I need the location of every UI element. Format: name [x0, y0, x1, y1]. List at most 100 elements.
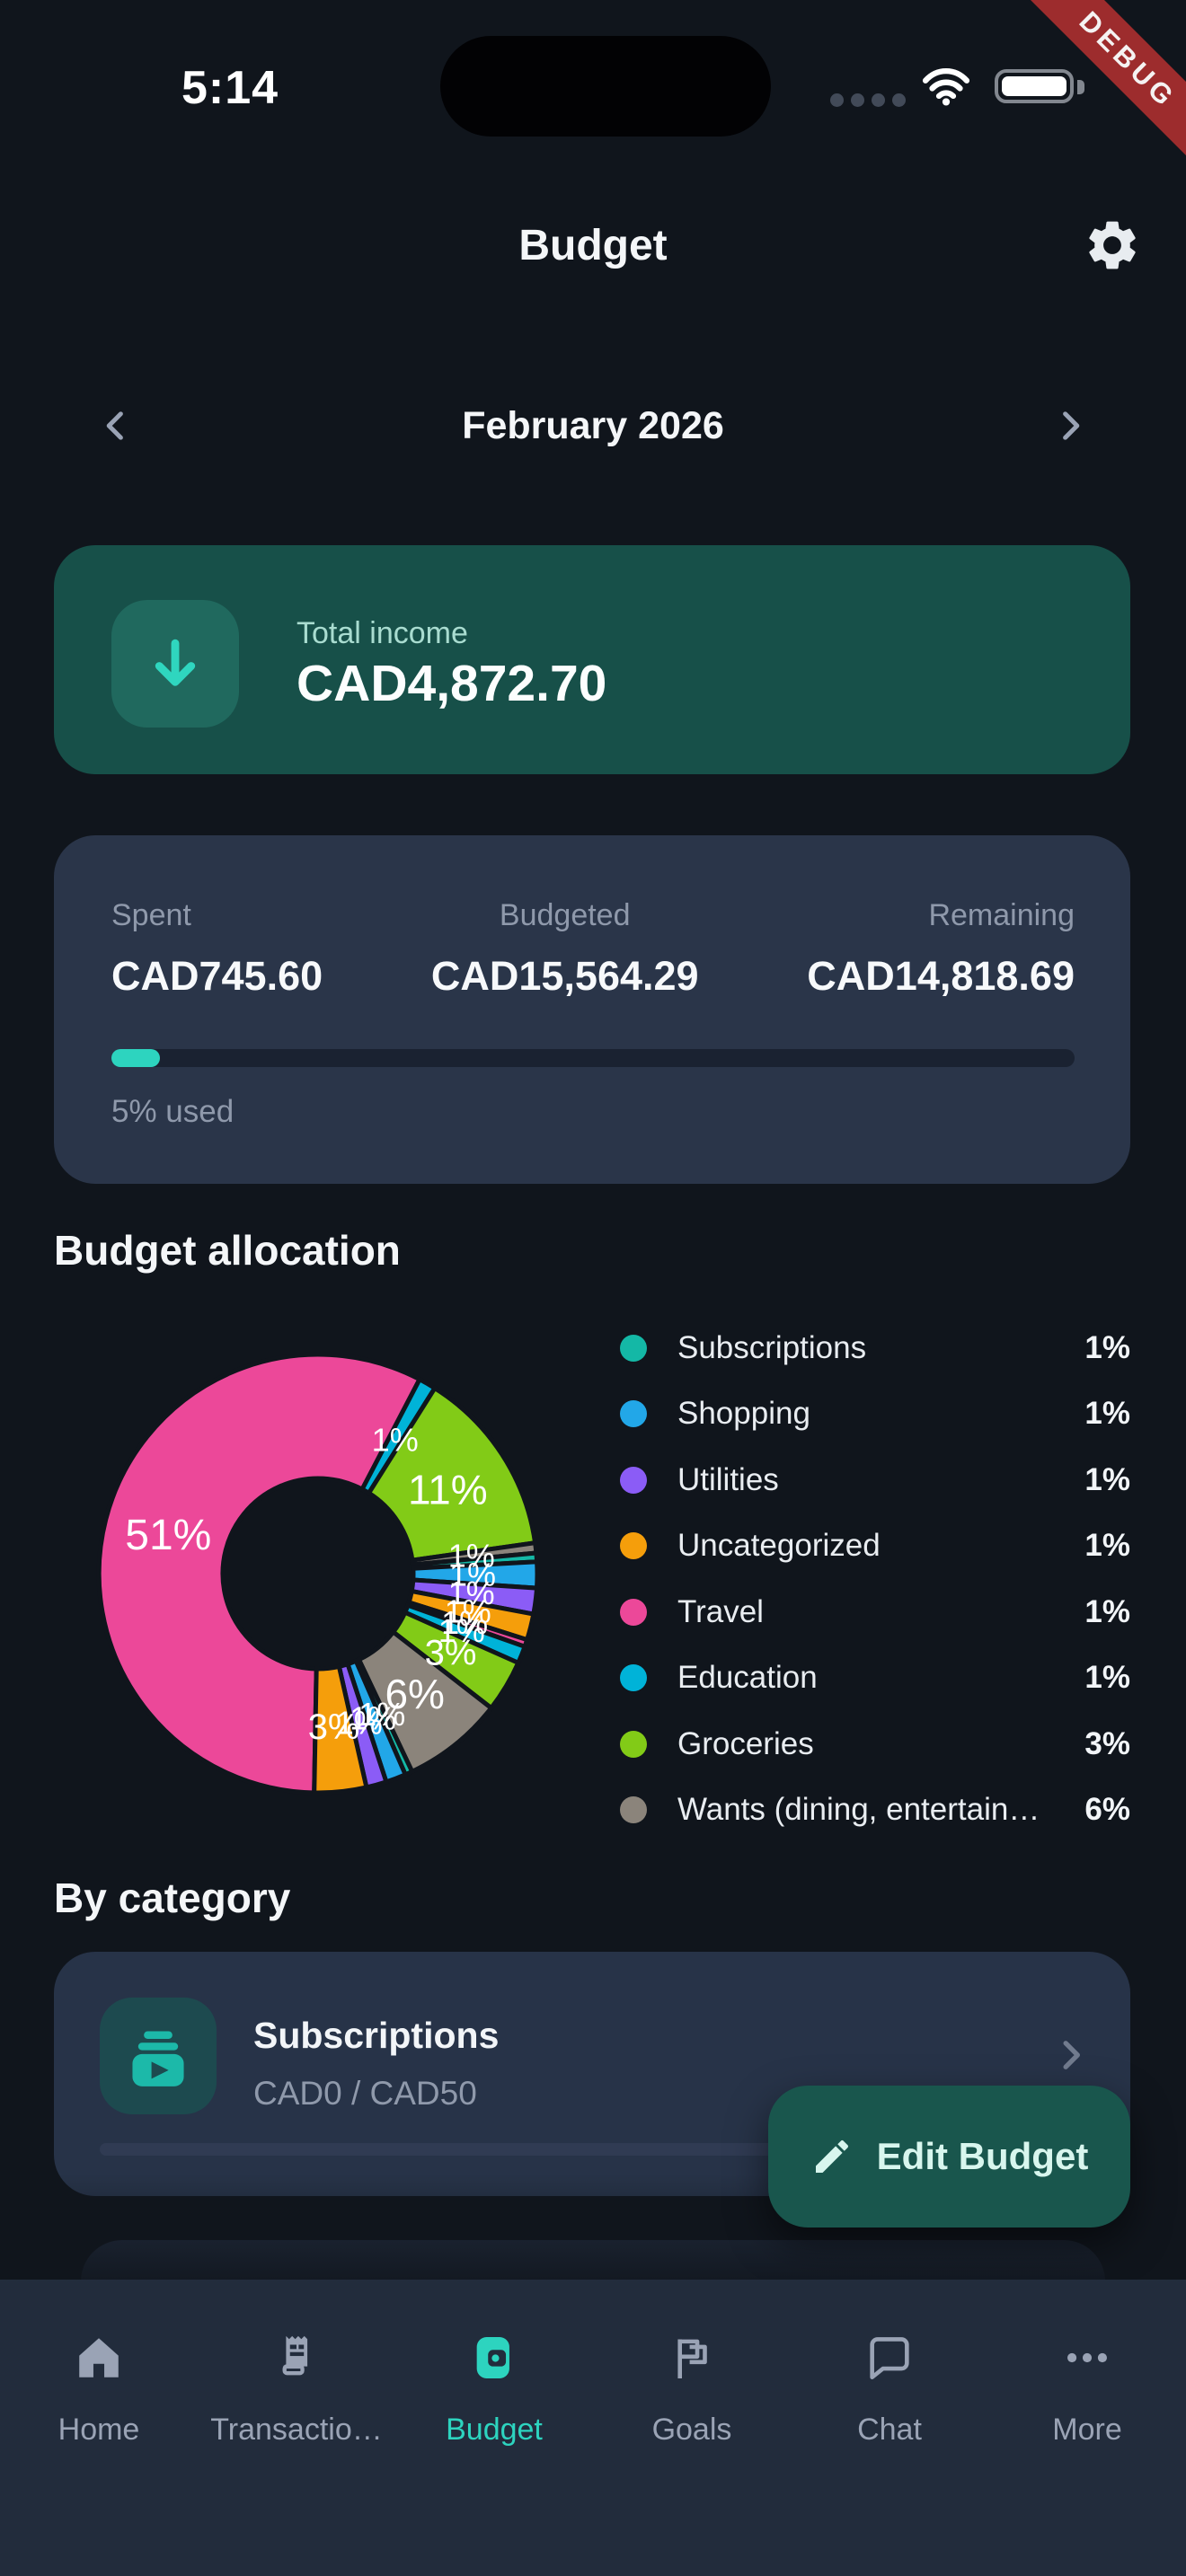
nav-label: Home [58, 2413, 140, 2447]
category-amounts: CAD0 / CAD50 [253, 2075, 477, 2112]
flag-icon [664, 2330, 720, 2386]
legend-dot [620, 1664, 647, 1692]
legend-percent: 1% [1084, 1528, 1130, 1564]
cellular-signal-dots [830, 93, 844, 107]
chevron-right-icon[interactable] [1051, 2035, 1091, 2075]
legend-dot [620, 1730, 647, 1758]
legend-name: Travel [677, 1593, 764, 1629]
legend-name: Groceries [677, 1725, 814, 1761]
dynamic-island [440, 36, 771, 137]
remaining-column: Remaining CAD14,818.69 [807, 898, 1075, 1000]
percent-used-caption: 5% used [111, 1094, 235, 1129]
arrow-down-icon [111, 600, 239, 728]
legend-dot [620, 1598, 647, 1626]
nav-item-more[interactable]: More [988, 2280, 1186, 2576]
nav-label: Transactio… [210, 2413, 383, 2447]
legend-name: Education [677, 1660, 818, 1696]
income-value: CAD4,872.70 [296, 655, 607, 712]
legend-item: Wants (dining, entertain… 6% [620, 1778, 1130, 1844]
nav-item-home[interactable]: Home [0, 2280, 198, 2576]
svg-text:1%: 1% [372, 1421, 419, 1458]
svg-text:1%: 1% [336, 1704, 383, 1741]
month-label: February 2026 [462, 404, 724, 447]
svg-text:3%: 3% [308, 1707, 360, 1747]
legend-percent: 1% [1084, 1329, 1130, 1365]
svg-text:1%: 1% [441, 1604, 488, 1641]
legend-dot [620, 1796, 647, 1824]
cellular-signal-dots [872, 93, 885, 107]
remaining-value: CAD14,818.69 [807, 953, 1075, 999]
legend-item: Travel 1% [620, 1579, 1130, 1645]
nav-item-chat[interactable]: Chat [791, 2280, 988, 2576]
next-month-button[interactable] [1049, 406, 1089, 446]
page-title: Budget [518, 222, 668, 269]
spent-label: Spent [111, 898, 191, 932]
budgeted-column: Budgeted CAD15,564.29 [431, 898, 699, 1000]
prev-month-button[interactable] [97, 406, 137, 446]
category-name: Subscriptions [253, 2015, 500, 2056]
legend-item: Utilities 1% [620, 1447, 1130, 1513]
legend-dot [620, 1466, 647, 1494]
chat-icon [862, 2330, 917, 2386]
cellular-signal-dots [892, 93, 906, 107]
nav-label: More [1052, 2413, 1122, 2447]
battery-icon [995, 69, 1074, 103]
cellular-signal-dots [851, 93, 864, 107]
svg-text:11%: 11% [408, 1466, 488, 1513]
nav-item-goals[interactable]: Goals [593, 2280, 791, 2576]
legend-item: Groceries 3% [620, 1711, 1130, 1778]
legend-name: Utilities [677, 1461, 779, 1497]
battery-nub [1077, 80, 1084, 94]
legend-dot [620, 1532, 647, 1560]
spent-value: CAD745.60 [111, 953, 323, 999]
svg-text:3%: 3% [425, 1633, 477, 1672]
receipt-icon [269, 2330, 324, 2386]
svg-text:1%: 1% [448, 1537, 495, 1574]
legend-name: Wants (dining, entertain… [677, 1792, 1040, 1828]
subscriptions-icon [100, 1998, 217, 2114]
allocation-donut-chart: 51%1%11%1%1%1%1%1%1%3%6%1%1%1%3% [96, 1352, 540, 1795]
nav-label: Budget [446, 2413, 543, 2447]
allocation-legend: Subscriptions 1% Shopping 1% Utilities 1% U… [620, 1315, 1130, 1843]
legend-item: Education 1% [620, 1645, 1130, 1712]
budgeted-label: Budgeted [499, 898, 631, 932]
legend-percent: 1% [1084, 1593, 1130, 1629]
legend-percent: 6% [1084, 1792, 1130, 1828]
pencil-icon [810, 2135, 854, 2178]
nav-label: Chat [857, 2413, 922, 2447]
legend-item: Uncategorized 1% [620, 1513, 1130, 1580]
spent-column: Spent CAD745.60 [111, 898, 323, 1000]
svg-text:1%: 1% [449, 1557, 496, 1593]
svg-text:1%: 1% [445, 1592, 491, 1629]
wifi-icon [920, 61, 972, 113]
bottom-nav: Home Transactio… [0, 2280, 1186, 2576]
legend-name: Subscriptions [677, 1329, 867, 1365]
legend-item: Subscriptions 1% [620, 1315, 1130, 1381]
allocation-heading: Budget allocation [54, 1227, 401, 1274]
edit-budget-label: Edit Budget [876, 2135, 1089, 2177]
gear-icon [1083, 216, 1142, 275]
legend-percent: 1% [1084, 1660, 1130, 1696]
svg-text:1%: 1% [350, 1699, 396, 1736]
income-label: Total income [296, 616, 468, 650]
budget-progress-fill [111, 1049, 160, 1067]
legend-dot [620, 1334, 647, 1362]
legend-dot [620, 1400, 647, 1428]
svg-text:1%: 1% [438, 1612, 485, 1649]
nav-item-budget[interactable]: Budget [395, 2280, 593, 2576]
settings-button[interactable] [1083, 216, 1142, 275]
budgeted-value: CAD15,564.29 [430, 953, 699, 999]
ellipsis-icon [1059, 2330, 1115, 2386]
budget-summary-card [54, 835, 1130, 1184]
home-icon [71, 2330, 127, 2386]
legend-percent: 3% [1084, 1725, 1130, 1761]
summary-columns: Spent CAD745.60 Budgeted CAD15,564.29 Re… [111, 898, 1075, 1000]
legend-name: Uncategorized [677, 1528, 881, 1564]
edit-budget-button[interactable]: Edit Budget [768, 2086, 1130, 2228]
svg-text:51%: 51% [125, 1512, 211, 1559]
svg-text:6%: 6% [385, 1671, 444, 1717]
chevron-right-icon [1049, 406, 1089, 446]
nav-label: Goals [651, 2413, 732, 2447]
nav-item-transactions[interactable]: Transactio… [198, 2280, 395, 2576]
